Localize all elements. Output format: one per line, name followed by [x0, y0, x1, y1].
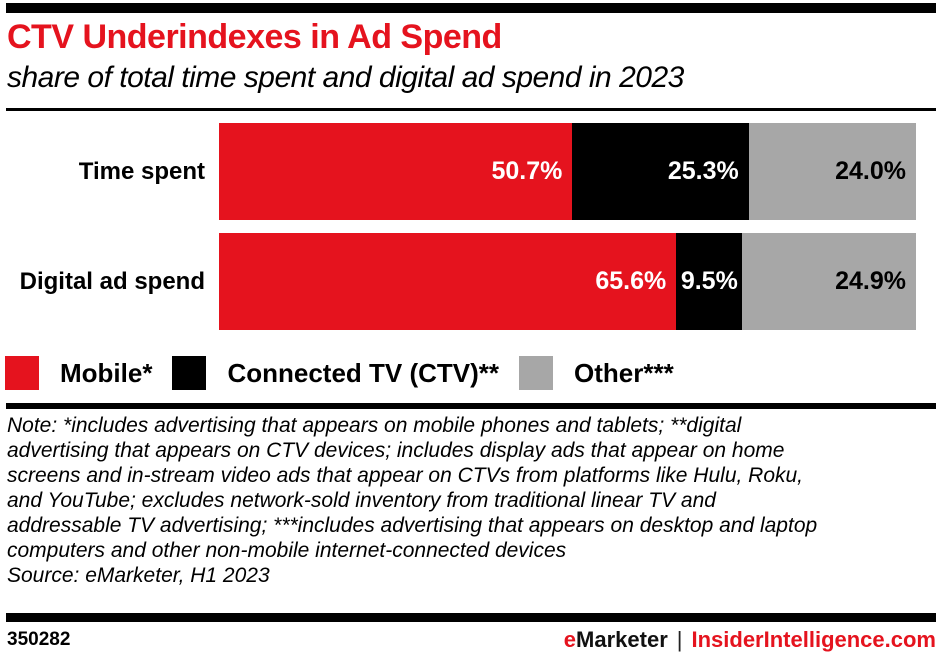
value-label: 25.3% — [667, 157, 739, 185]
stacked-bar: 50.7% 25.3% 24.0% — [219, 123, 916, 220]
bar-row: Time spent 50.7% 25.3% 24.0% — [0, 123, 940, 220]
value-label: 24.0% — [835, 157, 906, 185]
footnote-line: Note: *includes advertising that appears… — [7, 414, 742, 437]
footnote-line: advertising that appears on CTV devices;… — [7, 439, 785, 462]
footer-branding: eMarketer | InsiderIntelligence.com — [564, 627, 936, 653]
legend-label: Mobile* — [60, 357, 153, 388]
header-divider — [6, 108, 936, 111]
footer-rule — [6, 613, 936, 622]
footnote-line: and YouTube; excludes network-sold inven… — [7, 489, 716, 512]
legend-label: Other*** — [574, 357, 674, 388]
emarketer-logo: eMarketer — [563, 627, 668, 652]
bar-segment: 24.0% — [748, 123, 916, 220]
source-line: Source: eMarketer, H1 2023 — [7, 564, 270, 587]
top-rule — [6, 3, 936, 13]
legend-swatch — [519, 356, 554, 390]
stacked-bar-chart: Time spent 50.7% 25.3% 24.0% Digital ad spen… — [0, 123, 940, 343]
value-label: 24.9% — [835, 267, 906, 295]
insider-intelligence-link[interactable]: InsiderIntelligence.com — [691, 627, 936, 652]
bar-segment: 25.3% — [572, 123, 749, 220]
footnote-line: addressable TV advertising; ***includes … — [7, 514, 818, 537]
chart-id: 350282 — [7, 629, 71, 650]
bar-segment: 9.5% — [676, 233, 743, 330]
bar-row: Digital ad spend 65.6% 9.5% 24.9% — [0, 233, 940, 330]
bar-segment: 50.7% — [219, 123, 573, 220]
value-label: 50.7% — [491, 157, 563, 185]
legend-label: Connected TV (CTV)** — [227, 357, 500, 388]
legend-swatch — [5, 356, 39, 390]
bar-segment: 65.6% — [219, 233, 677, 330]
legend-item: Connected TV (CTV)** — [172, 356, 499, 390]
legend-swatch — [172, 356, 207, 390]
bar-segment: 24.9% — [742, 233, 916, 330]
footnote-line: screens and in-stream video ads that app… — [7, 464, 804, 487]
chart-legend: Mobile* Connected TV (CTV)** Other*** — [5, 356, 694, 390]
brand-separator: | — [676, 627, 683, 652]
category-label: Digital ad spend — [19, 267, 205, 295]
stacked-bar: 65.6% 9.5% 24.9% — [219, 233, 916, 330]
legend-item: Mobile* — [5, 356, 152, 390]
category-label: Time spent — [78, 157, 205, 185]
value-label: 65.6% — [595, 267, 667, 295]
legend-item: Other*** — [519, 356, 674, 390]
value-label: 9.5% — [680, 267, 738, 295]
legend-divider — [6, 403, 936, 409]
footnote-line: computers and other non-mobile internet-… — [7, 539, 567, 562]
chart-subtitle: share of total time spent and digital ad… — [7, 61, 684, 94]
footnote-block: Note: *includes advertising that appears… — [7, 413, 937, 588]
chart-title: CTV Underindexes in Ad Spend — [7, 18, 502, 56]
